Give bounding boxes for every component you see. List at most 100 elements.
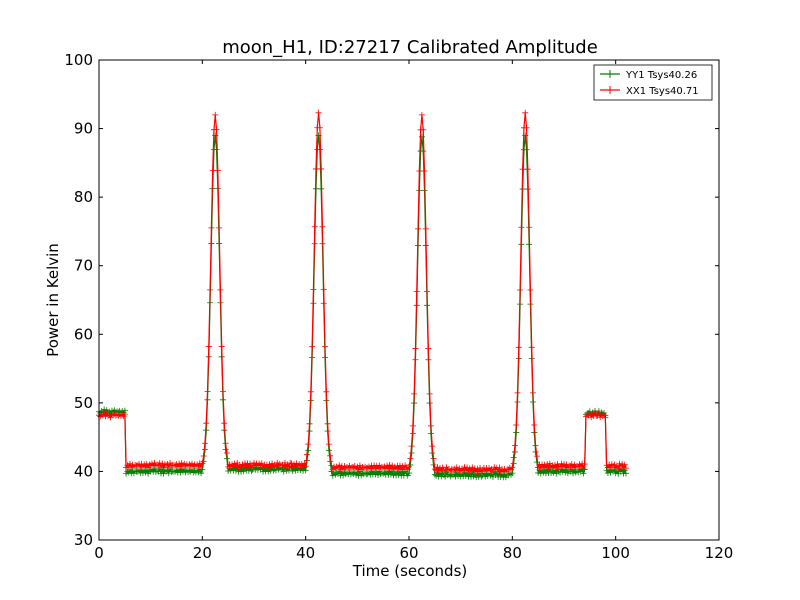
data-point xyxy=(599,412,606,419)
y-tick-label: 50 xyxy=(74,394,93,412)
data-point xyxy=(159,460,166,467)
data-point xyxy=(306,420,313,427)
data-point xyxy=(519,166,526,173)
data-point xyxy=(468,473,474,480)
data-point xyxy=(164,461,171,467)
data-point xyxy=(313,165,319,172)
data-point xyxy=(214,167,221,174)
x-tick-label: 20 xyxy=(193,544,212,562)
data-point xyxy=(396,462,403,469)
data-point xyxy=(311,223,318,230)
data-point xyxy=(387,471,394,478)
data-point xyxy=(212,111,219,118)
data-point xyxy=(517,287,524,294)
data-point xyxy=(349,470,356,477)
data-point xyxy=(411,390,418,397)
data-point xyxy=(372,465,379,472)
data-point xyxy=(391,469,398,476)
y-tick-label: 70 xyxy=(74,257,93,275)
data-point xyxy=(143,460,150,467)
data-point xyxy=(386,462,393,469)
data-point xyxy=(384,462,391,469)
data-point xyxy=(523,124,530,131)
data-point xyxy=(469,464,476,471)
data-point xyxy=(164,467,171,474)
data-point xyxy=(203,420,210,427)
data-point xyxy=(217,286,224,293)
data-point xyxy=(487,472,494,479)
data-point xyxy=(258,460,265,467)
data-point xyxy=(139,470,146,477)
data-point xyxy=(444,472,451,479)
data-point xyxy=(351,463,358,470)
data-point xyxy=(424,288,431,295)
data-point xyxy=(195,469,202,476)
data-point xyxy=(298,460,305,467)
data-point xyxy=(437,464,443,471)
data-point xyxy=(580,465,587,472)
data-point xyxy=(344,470,350,477)
data-point xyxy=(263,461,270,468)
data-point xyxy=(138,467,145,474)
data-point xyxy=(251,459,257,466)
data-point xyxy=(566,468,573,475)
data-point xyxy=(399,469,406,476)
data-point xyxy=(289,463,296,470)
data-point xyxy=(482,468,489,475)
data-point xyxy=(198,464,205,471)
data-point xyxy=(288,460,295,467)
data-point xyxy=(101,409,108,416)
data-point xyxy=(462,473,469,480)
data-point xyxy=(487,467,494,474)
data-point xyxy=(532,442,539,449)
data-point xyxy=(165,464,172,471)
data-point xyxy=(372,471,379,478)
data-point xyxy=(329,472,336,479)
data-point xyxy=(344,463,350,470)
data-point xyxy=(340,472,347,479)
data-point xyxy=(274,459,281,466)
data-point xyxy=(579,460,586,467)
data-point xyxy=(484,467,491,474)
data-point xyxy=(389,462,396,469)
data-point xyxy=(537,465,544,472)
data-point xyxy=(115,412,122,419)
data-point xyxy=(200,453,207,460)
data-point xyxy=(444,466,451,473)
data-point xyxy=(248,463,255,470)
data-point xyxy=(194,467,201,474)
data-point xyxy=(386,468,393,475)
data-point xyxy=(513,422,520,429)
data-point xyxy=(350,470,357,477)
data-point xyxy=(602,414,609,421)
data-point xyxy=(327,452,334,459)
data-point xyxy=(541,461,548,468)
data-point xyxy=(484,473,491,480)
data-point xyxy=(139,463,146,470)
data-point xyxy=(307,388,314,395)
legend-marker xyxy=(606,70,614,78)
data-point xyxy=(466,470,473,477)
data-point xyxy=(204,388,211,395)
data-point xyxy=(568,461,575,468)
data-point xyxy=(347,471,354,478)
data-point xyxy=(354,463,361,470)
data-point xyxy=(349,464,356,471)
data-point xyxy=(178,460,185,467)
x-tick-label: 40 xyxy=(296,544,315,562)
data-point xyxy=(422,225,429,232)
data-point xyxy=(623,470,629,477)
data-point xyxy=(125,463,132,470)
data-point xyxy=(387,465,394,472)
data-point xyxy=(527,287,534,294)
data-point xyxy=(619,460,626,467)
data-point xyxy=(354,469,361,476)
data-point xyxy=(594,412,601,419)
data-point xyxy=(172,468,179,475)
x-tick-label: 100 xyxy=(601,544,630,562)
data-point xyxy=(232,463,239,470)
plot-area xyxy=(96,109,629,481)
data-point xyxy=(429,443,436,450)
data-point xyxy=(351,469,358,476)
data-point xyxy=(404,466,411,473)
